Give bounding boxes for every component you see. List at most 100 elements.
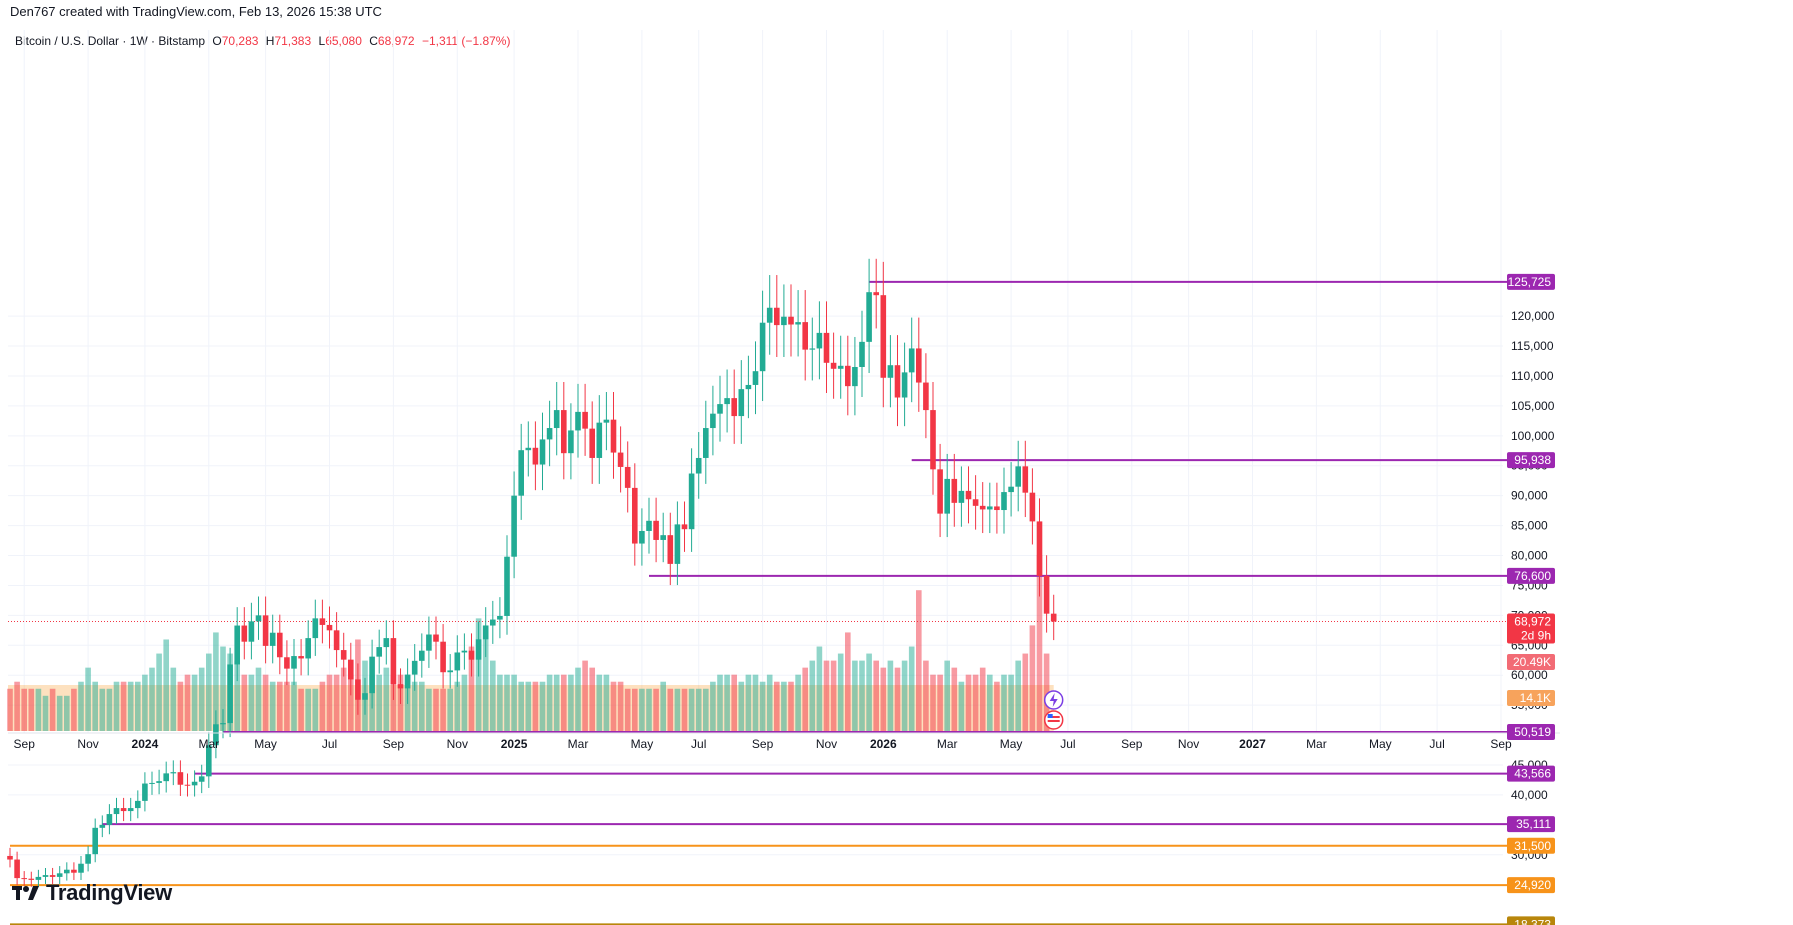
candle-body bbox=[362, 693, 368, 700]
volume-bar bbox=[376, 674, 382, 731]
last-price-label: 68,972 bbox=[1514, 615, 1551, 629]
volume-bar bbox=[255, 667, 262, 731]
close-value: 68,972 bbox=[377, 34, 415, 48]
tradingview-logo-icon bbox=[12, 886, 39, 900]
svg-text:50,519: 50,519 bbox=[1514, 725, 1551, 739]
volume-bar bbox=[383, 667, 390, 731]
candle-body bbox=[830, 362, 837, 369]
svg-text:35,111: 35,111 bbox=[1516, 817, 1551, 831]
candle-body bbox=[177, 772, 184, 785]
x-tick-label: May bbox=[631, 737, 654, 751]
candle-body bbox=[348, 659, 354, 680]
volume-bar bbox=[248, 674, 255, 731]
candle-body bbox=[497, 615, 503, 620]
svg-text:43,566: 43,566 bbox=[1514, 767, 1551, 781]
volume-bar bbox=[99, 688, 106, 731]
volume-bar bbox=[532, 681, 539, 731]
high-label: H bbox=[265, 34, 275, 48]
volume-bar bbox=[440, 688, 446, 731]
candle-body bbox=[113, 808, 120, 815]
y-tick-label: 60,000 bbox=[1511, 668, 1548, 682]
volume-bar bbox=[468, 646, 475, 731]
volume-bar bbox=[937, 674, 943, 731]
volume-bar bbox=[979, 667, 986, 731]
volume-bar bbox=[639, 688, 645, 731]
volume-bar bbox=[972, 674, 979, 731]
candle-body bbox=[958, 490, 965, 503]
x-tick-label: Nov bbox=[816, 737, 837, 751]
x-tick-label: May bbox=[1369, 737, 1392, 751]
candle-body bbox=[411, 660, 418, 675]
y-tick-label: 115,000 bbox=[1511, 339, 1554, 353]
candle-body bbox=[99, 824, 106, 828]
x-tick-label: May bbox=[1000, 737, 1023, 751]
candle-body bbox=[284, 657, 290, 669]
lightning-event-icon[interactable] bbox=[1043, 690, 1064, 710]
symbol-title[interactable]: Bitcoin / U.S. Dollar · 1W · Bitstamp bbox=[15, 34, 206, 48]
level-price-tag: 35,111 bbox=[1507, 816, 1555, 833]
volume-bar bbox=[596, 674, 603, 731]
volume-bar bbox=[511, 674, 517, 731]
candle-body bbox=[880, 295, 887, 378]
volume-bar bbox=[589, 667, 595, 731]
candle-body bbox=[788, 316, 794, 325]
volume-bar bbox=[156, 653, 162, 731]
svg-text:125,725: 125,725 bbox=[1508, 275, 1552, 289]
candle-body bbox=[525, 447, 532, 451]
candle-body bbox=[930, 410, 936, 470]
volume-bar bbox=[575, 667, 581, 731]
open-label: O bbox=[212, 34, 222, 48]
volume-bar bbox=[1043, 653, 1050, 731]
y-tick-label: 120,000 bbox=[1511, 309, 1555, 323]
candle-body bbox=[710, 413, 716, 429]
volume-bar bbox=[390, 674, 397, 731]
candle-body bbox=[447, 670, 453, 673]
volume-max-tag: 20.49K bbox=[1507, 654, 1555, 670]
symbol-legend: Bitcoin / U.S. Dollar · 1W · Bitstamp O7… bbox=[15, 34, 510, 48]
close-label: C bbox=[369, 34, 378, 48]
candle-body bbox=[845, 365, 851, 387]
volume-bar bbox=[894, 667, 901, 731]
volume-bar bbox=[170, 667, 177, 731]
candle-body bbox=[461, 650, 468, 653]
volume-bar bbox=[163, 639, 169, 731]
candle-body bbox=[220, 723, 226, 725]
volume-bar bbox=[866, 653, 872, 731]
x-tick-label: Sep bbox=[14, 737, 36, 751]
candle-body bbox=[305, 638, 311, 659]
volume-bar bbox=[987, 674, 993, 731]
svg-text:18,373: 18,373 bbox=[1514, 917, 1551, 925]
candle-body bbox=[738, 389, 745, 417]
countdown-label: 2d 9h bbox=[1521, 629, 1551, 643]
volume-bar bbox=[887, 660, 894, 731]
candle-body bbox=[312, 618, 319, 639]
candle-body bbox=[688, 473, 695, 530]
volume-bar bbox=[710, 681, 716, 731]
volume-bar bbox=[539, 681, 546, 731]
volume-bar bbox=[1015, 660, 1021, 731]
candle-body bbox=[440, 641, 446, 673]
candle-body bbox=[475, 639, 482, 660]
volume-bar bbox=[1022, 653, 1029, 731]
candle-body bbox=[156, 781, 162, 783]
us-flag-event-icon[interactable] bbox=[1043, 710, 1064, 730]
y-tick-label: 85,000 bbox=[1511, 519, 1548, 533]
volume-bar bbox=[752, 674, 759, 731]
candle-body bbox=[610, 419, 617, 453]
volume-bar bbox=[816, 646, 823, 731]
level-price-tag: 125,725 bbox=[1507, 273, 1555, 290]
candle-body bbox=[987, 506, 993, 510]
x-tick-label: May bbox=[254, 737, 277, 751]
candle-body bbox=[681, 524, 688, 530]
x-tick-label: 2026 bbox=[870, 737, 897, 751]
volume-bar bbox=[198, 667, 205, 731]
candle-body bbox=[454, 652, 461, 671]
volume-bar bbox=[610, 681, 617, 731]
volume-bar bbox=[916, 590, 922, 731]
volume-bar bbox=[142, 674, 148, 731]
candle-body bbox=[674, 524, 681, 564]
y-tick-label: 90,000 bbox=[1511, 489, 1548, 503]
volume-bar bbox=[64, 695, 70, 731]
volume-bar bbox=[56, 695, 63, 731]
